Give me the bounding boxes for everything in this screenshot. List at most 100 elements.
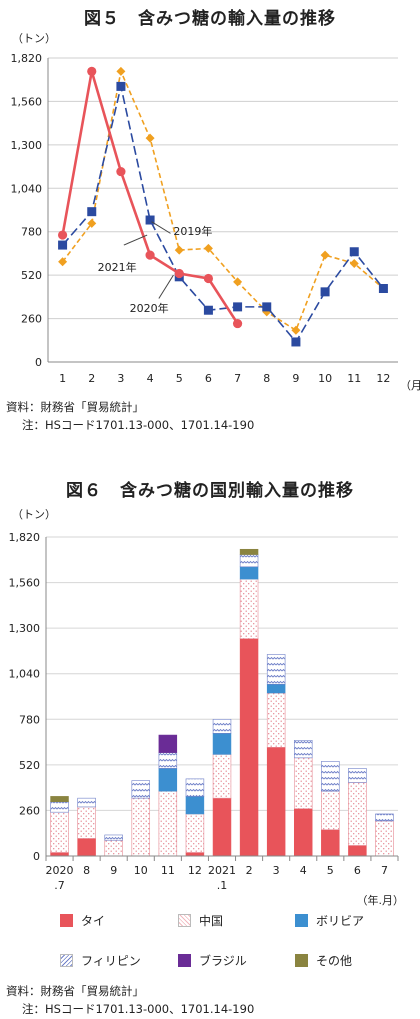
fig6-bar-segment xyxy=(348,782,367,846)
fig6-bar-segment xyxy=(321,829,340,857)
fig5-point xyxy=(291,337,301,347)
fig5-series-line xyxy=(61,68,384,332)
fig5-x-tick-label: 5 xyxy=(176,372,183,385)
fig6-y-tick-label: 780 xyxy=(19,713,40,726)
fig5-point xyxy=(320,250,330,260)
fig6-bar-segment xyxy=(158,734,178,753)
fig6-bar-segment xyxy=(348,768,367,783)
fig5-point xyxy=(145,250,155,260)
legend-china-swatch xyxy=(178,914,191,927)
fig5-point xyxy=(174,268,184,279)
fig6-bar-segment xyxy=(77,806,96,839)
fig5-point xyxy=(203,305,213,315)
fig6-x-tick-label: 7 xyxy=(381,864,388,877)
fig5-x-tick-label: 11 xyxy=(347,372,361,385)
fig6-x-tick-label: 10 xyxy=(134,864,148,877)
fig6-bar-segment xyxy=(266,654,286,685)
fig5-point xyxy=(203,273,214,284)
fig6-x-tick-label: 2021 xyxy=(208,864,236,877)
fig6-title: 図６ 含みつ糖の国別輸入量の推移 xyxy=(66,481,354,501)
fig6-x-tick-label: 12 xyxy=(188,864,202,877)
fig6-x-tick-label: 9 xyxy=(110,864,117,877)
legend-brazil: ブラジル xyxy=(178,952,247,969)
fig6-bar-segment xyxy=(266,683,286,694)
fig5-point xyxy=(233,277,243,287)
fig5-y-tick-label: 1,820 xyxy=(11,52,43,65)
legend-bolivia-label: ボリビア xyxy=(316,914,365,928)
fig6-bar-segment xyxy=(131,780,151,799)
fig6-bar-segment xyxy=(266,692,286,748)
fig6-y-tick-label: 0 xyxy=(33,850,40,863)
fig5-title: 図５ 含みつ糖の輸入量の推移 xyxy=(84,9,336,29)
fig5-x-tick-label: 12 xyxy=(376,372,390,385)
fig5-point xyxy=(145,215,155,225)
fig6-bar-segment xyxy=(158,768,178,792)
legend-brazil-swatch xyxy=(178,954,191,967)
fig6-x-tick-label: 2 xyxy=(246,864,253,877)
fig5-point xyxy=(320,287,330,297)
fig5-point xyxy=(349,247,359,257)
fig5-point xyxy=(232,318,243,329)
fig5-leader-2019 xyxy=(151,221,171,234)
fig6-bar-segment xyxy=(348,845,367,857)
fig6-bar-segment xyxy=(266,747,286,857)
fig5-label-2019: 2019年 xyxy=(173,224,212,238)
fig6-bar-segment xyxy=(293,740,313,759)
fig5-x-tick-label: 8 xyxy=(263,372,270,385)
fig6-bar-segment xyxy=(185,852,205,857)
legend-philippines-swatch xyxy=(60,954,73,967)
legend-bolivia: ボリビア xyxy=(295,912,364,929)
fig6-stacked-bar-chart: （トン） 0 260 520 780 1,040 1,300 1,560 1,820 2020 .7… xyxy=(9,508,405,907)
fig6-x-tick-label: 6 xyxy=(354,864,361,877)
fig5-y-unit: （トン） xyxy=(12,32,56,45)
fig6-bar-segment xyxy=(50,801,69,813)
fig5-x-tick-label: 7 xyxy=(234,372,241,385)
legend-china-label: 中国 xyxy=(199,914,224,928)
fig6-y-tick-label: 1,300 xyxy=(9,622,41,635)
fig5-x-tick-label: 4 xyxy=(147,372,154,385)
fig5-x-tick-label: 6 xyxy=(205,372,212,385)
fig6-x-tick-label: 4 xyxy=(300,864,307,877)
fig5-point xyxy=(116,166,126,177)
fig6-bar-segment xyxy=(77,838,96,857)
fig6-bar-segment xyxy=(185,778,205,797)
legend-china: 中国 xyxy=(178,912,223,929)
fig5-y-tick-label: 1,560 xyxy=(11,95,43,108)
fig5-note: 注：HSコード1701.13-000、1701.14-190 xyxy=(22,418,255,432)
fig6-bar-segment xyxy=(239,548,259,555)
fig5-point xyxy=(116,66,126,76)
fig5-x-tick-label: 3 xyxy=(117,372,124,385)
fig6-x-tick-label: 5 xyxy=(327,864,334,877)
fig6-y-tick-label: 520 xyxy=(19,759,40,772)
fig6-x-tick-label: 2020 xyxy=(46,864,74,877)
fig5-point xyxy=(58,240,68,250)
fig5-point xyxy=(57,230,68,240)
fig6-bar-segment xyxy=(185,813,205,853)
fig6-y-unit: （トン） xyxy=(12,508,56,521)
fig6-bar-segment xyxy=(77,797,96,808)
fig5-point xyxy=(262,302,272,312)
fig6-bar-segment xyxy=(239,578,259,639)
fig6-y-tick-label: 1,040 xyxy=(9,668,41,681)
fig6-bar-segment xyxy=(239,566,259,580)
fig6-bar-segment xyxy=(185,796,205,815)
fig6-bar-segment xyxy=(158,752,178,769)
fig6-y-tick-label: 1,820 xyxy=(9,531,41,544)
fig5-point xyxy=(203,243,213,253)
fig5-point xyxy=(58,257,68,267)
fig5-notes: 資料：財務省「貿易統計」 注：HSコード1701.13-000、1701.14-… xyxy=(6,398,254,434)
fig5-y-tick-label: 520 xyxy=(21,269,42,282)
fig6-bar-segment xyxy=(50,852,69,857)
legend-philippines: フィリピン xyxy=(60,952,141,969)
fig6-source: 資料：財務省「貿易統計」 xyxy=(6,984,144,998)
legend-brazil-label: ブラジル xyxy=(199,954,247,968)
fig6-bar-segment xyxy=(50,811,69,853)
fig5-point xyxy=(87,207,97,217)
fig5-y-tick-label: 780 xyxy=(21,226,42,239)
fig5-point xyxy=(145,133,155,143)
fig6-bar-segment xyxy=(212,733,232,755)
fig6-notes: 資料：財務省「貿易統計」 注：HSコード1701.13-000、1701.14-… xyxy=(6,982,254,1018)
fig5-point xyxy=(87,218,97,228)
fig6-x-tick-label: 3 xyxy=(273,864,280,877)
